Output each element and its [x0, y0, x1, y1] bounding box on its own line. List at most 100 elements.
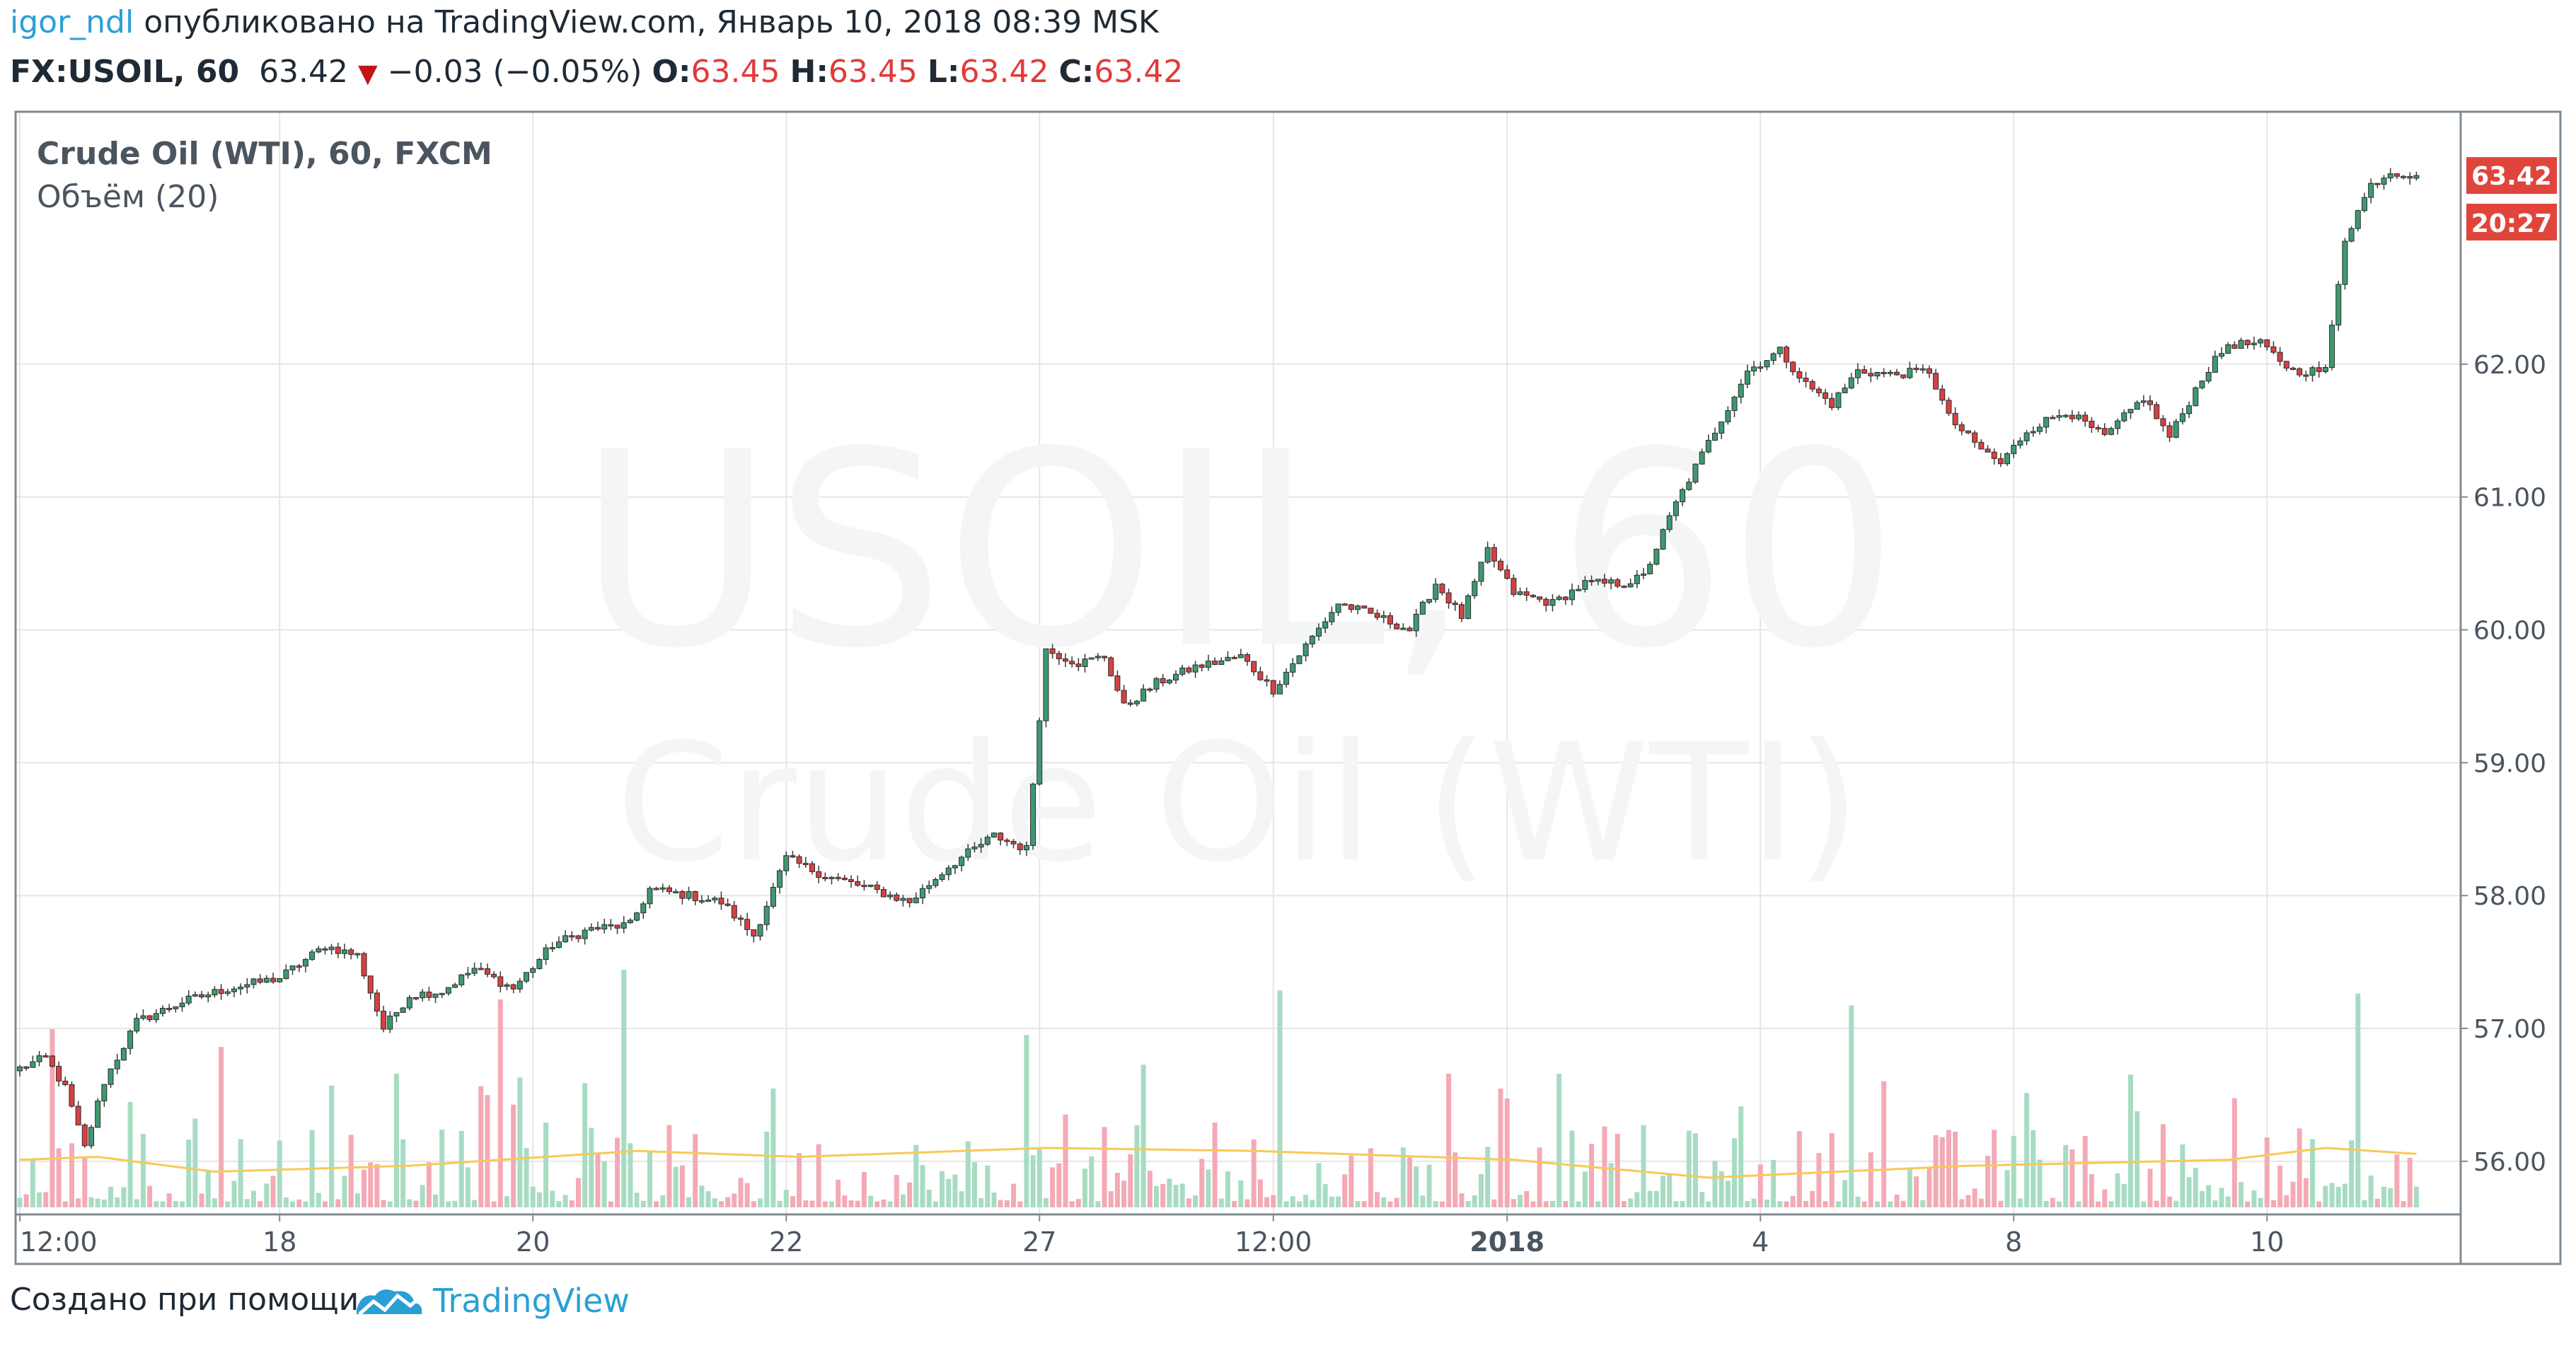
- volume-bar: [2231, 1098, 2237, 1207]
- candle-body: [978, 844, 984, 848]
- volume-bar: [803, 1200, 809, 1207]
- candle-body: [718, 898, 724, 905]
- volume-bar: [1615, 1133, 1620, 1207]
- candle-body: [2335, 284, 2342, 326]
- volume-bar: [608, 1201, 613, 1207]
- candle-body: [763, 905, 770, 925]
- volume-bar: [1186, 1198, 1191, 1207]
- volume-bar: [1024, 1035, 1029, 1207]
- candle-body: [543, 947, 549, 961]
- candle-body: [1179, 667, 1186, 675]
- open-label: O:: [652, 54, 691, 90]
- candle-body: [2023, 432, 2030, 441]
- candle-body: [932, 878, 939, 886]
- candle-body: [510, 984, 516, 990]
- candle-body: [1621, 586, 1627, 588]
- volume-bar: [738, 1178, 744, 1207]
- volume-bar: [1472, 1195, 1477, 1207]
- candle-body: [516, 980, 523, 990]
- volume-bar: [101, 1200, 107, 1207]
- volume-bar: [790, 1196, 795, 1207]
- volume-bar: [277, 1140, 282, 1207]
- candle-body: [1465, 595, 1472, 619]
- candle-body: [1082, 658, 1088, 667]
- volume-bar: [173, 1201, 178, 1207]
- volume-bar: [1549, 1200, 1555, 1207]
- time-tick-label: 10: [2250, 1226, 2284, 1258]
- candle-body: [309, 951, 316, 960]
- candle-body: [2076, 414, 2082, 419]
- candle-body: [952, 865, 958, 869]
- candle-body: [23, 1066, 30, 1069]
- candle-body: [1952, 412, 1958, 426]
- time-tick-label: 2018: [1469, 1226, 1544, 1258]
- candle-body: [959, 857, 965, 866]
- volume-bar: [374, 1164, 380, 1207]
- volume-bar: [115, 1197, 120, 1207]
- volume-bar: [640, 1200, 646, 1207]
- volume-bar: [2160, 1124, 2166, 1207]
- candle-body: [159, 1008, 166, 1014]
- candle-body: [1608, 579, 1615, 584]
- volume-bar: [303, 1201, 308, 1207]
- volume-bar: [381, 1200, 386, 1207]
- watermark-name: Crude Oil (WTI): [616, 709, 1861, 898]
- author-link[interactable]: igor_ndl: [10, 4, 134, 40]
- volume-bar: [621, 970, 627, 1207]
- volume-bar: [1959, 1199, 1965, 1207]
- volume-bar: [2212, 1200, 2218, 1207]
- candle-body: [179, 1002, 185, 1007]
- volume-bar: [1004, 1200, 1010, 1207]
- volume-bar: [829, 1201, 834, 1207]
- candle-body: [1894, 371, 1900, 376]
- candle-body: [2095, 427, 2101, 430]
- volume-bar: [2342, 1183, 2347, 1207]
- candle-body: [2193, 387, 2199, 407]
- candle-body: [1861, 369, 1868, 374]
- candle-body: [965, 848, 971, 858]
- volume-bar: [1193, 1195, 1199, 1207]
- candle-body: [1874, 372, 1881, 377]
- candle-body: [1498, 560, 1504, 571]
- tradingview-logo-icon[interactable]: [354, 1283, 424, 1325]
- candle-body: [1705, 440, 1711, 453]
- candle-body: [289, 965, 296, 970]
- volume-bar: [601, 1161, 607, 1207]
- candle-body: [1309, 635, 1315, 644]
- volume-bar: [530, 1186, 536, 1207]
- candle-body: [1017, 843, 1023, 850]
- candle-body: [387, 1015, 393, 1030]
- candle-body: [1719, 421, 1725, 434]
- candle-body: [328, 946, 335, 951]
- candle-body: [42, 1055, 49, 1058]
- volume-bar: [1290, 1196, 1295, 1207]
- volume-bar: [1881, 1081, 1887, 1207]
- candle-body: [114, 1060, 120, 1069]
- candle-body: [2309, 367, 2316, 376]
- candle-body: [277, 978, 283, 982]
- volume-bar: [1634, 1192, 1640, 1207]
- volume-bar: [1907, 1167, 1912, 1207]
- volume-bar: [258, 1201, 263, 1207]
- volume-bar: [562, 1195, 568, 1207]
- volume-bar: [705, 1191, 711, 1207]
- volume-bar: [1173, 1185, 1179, 1207]
- candle-body: [199, 994, 205, 997]
- candle-body: [2030, 431, 2036, 434]
- volume-bar: [250, 1190, 256, 1207]
- volume-bar: [1342, 1174, 1348, 1207]
- candle-body: [1108, 657, 1114, 677]
- tradingview-link[interactable]: TradingView: [433, 1282, 630, 1320]
- candle-body: [1751, 366, 1757, 372]
- volume-bar: [497, 999, 503, 1207]
- candle-body: [2270, 346, 2277, 353]
- volume-bar: [296, 1199, 302, 1207]
- candle-body: [1796, 371, 1803, 379]
- volume-bar: [1569, 1130, 1575, 1207]
- volume-bar: [2180, 1144, 2185, 1207]
- candle-body: [2231, 344, 2238, 349]
- volume-bar: [180, 1201, 185, 1207]
- volume-bar: [842, 1195, 848, 1207]
- candle-body: [1102, 656, 1108, 658]
